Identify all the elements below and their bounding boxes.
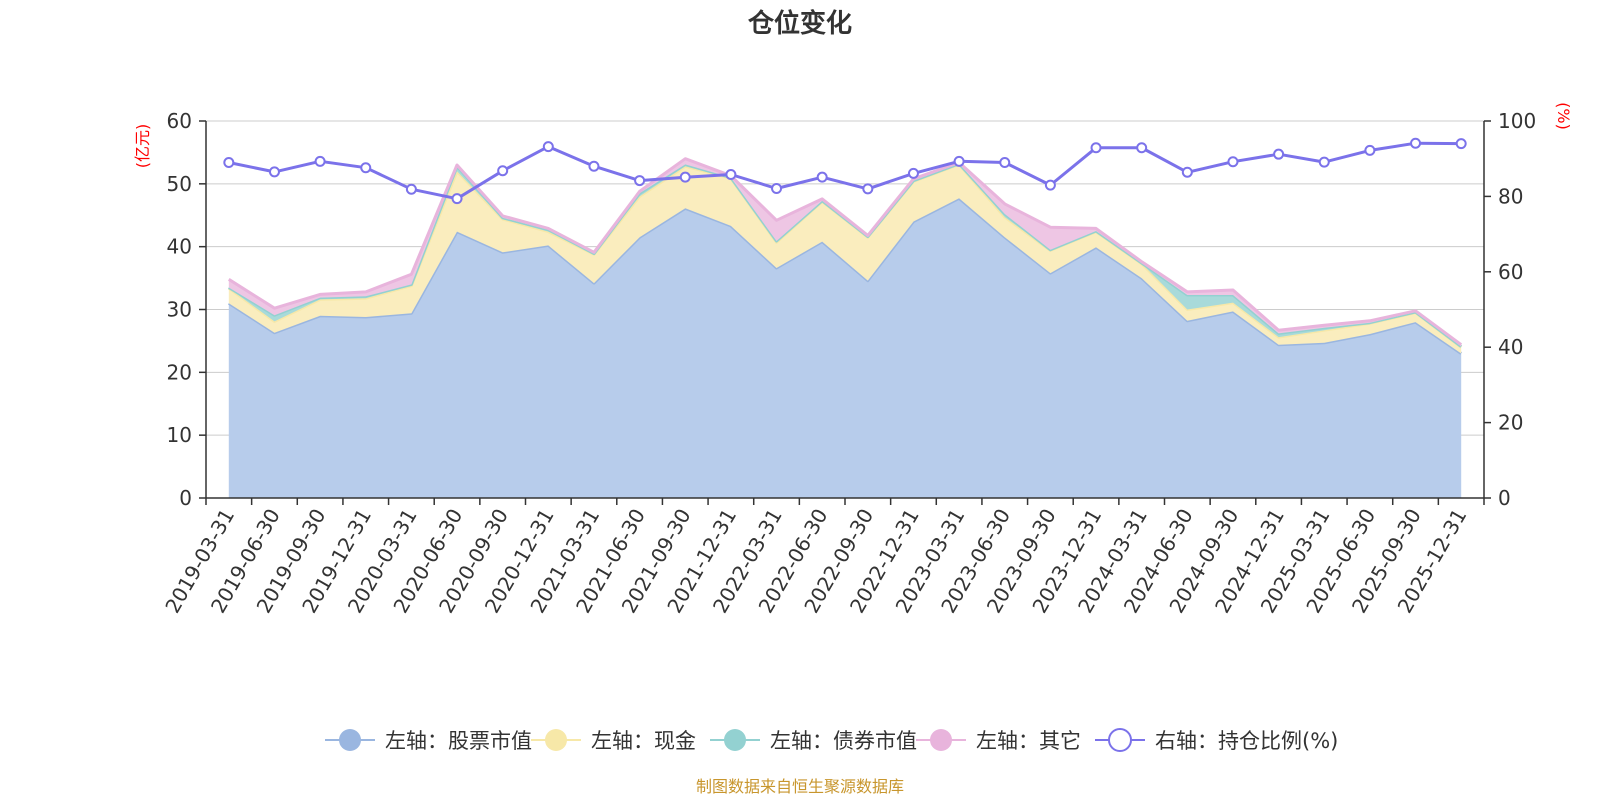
ratio-point-15 — [907, 167, 919, 179]
ratio-point-5 — [451, 193, 463, 205]
legend-marker-4 — [1108, 728, 1132, 752]
ratio-point-25 — [1364, 144, 1376, 156]
ratio-point-8 — [588, 160, 600, 172]
left-tick-label-0: 0 — [179, 486, 192, 510]
legend-item-0: 左轴：股票市值 — [325, 729, 532, 753]
ratio-point-13 — [816, 171, 828, 183]
left-axis-unit: (亿元) — [133, 124, 152, 169]
ratio-point-17 — [999, 156, 1011, 168]
area-edge-series-3 — [227, 157, 1463, 346]
legend-label-3: 左轴：其它 — [976, 729, 1081, 753]
right-tick-label-2: 40 — [1498, 335, 1523, 359]
area-series-1 — [228, 164, 1462, 354]
right-tick-label-5: 100 — [1498, 109, 1536, 133]
ratio-point-6 — [497, 165, 509, 177]
legend-label-0: 左轴：股票市值 — [385, 729, 532, 753]
ratio-point-24 — [1318, 156, 1330, 168]
ratio-point-20 — [1136, 142, 1148, 154]
ratio-point-22 — [1227, 156, 1239, 168]
left-tick-label-5: 50 — [167, 172, 192, 196]
legend: 左轴：股票市值 左轴：现金 左轴：债券市值 左轴：其它 右轴：持仓比例(%) — [325, 728, 1338, 753]
legend-marker-2 — [724, 729, 746, 751]
legend-label-4: 右轴：持仓比例(%) — [1155, 729, 1338, 753]
ratio-point-21 — [1181, 166, 1193, 178]
legend-marker-3 — [930, 729, 952, 751]
ratio-point-7 — [542, 141, 554, 153]
left-tick-label-1: 10 — [167, 423, 192, 447]
ratio-point-14 — [862, 183, 874, 195]
ratio-line-series — [223, 137, 1467, 205]
left-tick-label-3: 30 — [167, 298, 192, 322]
stacked-areas — [227, 157, 1463, 499]
left-tick-label-6: 60 — [167, 109, 192, 133]
legend-label-1: 左轴：现金 — [591, 729, 696, 753]
ratio-point-27 — [1455, 138, 1467, 150]
ratio-point-16 — [953, 155, 965, 167]
legend-label-2: 左轴：债券市值 — [770, 729, 917, 753]
legend-marker-1 — [545, 729, 567, 751]
right-tick-label-4: 80 — [1498, 184, 1523, 208]
left-tick-label-4: 40 — [167, 235, 192, 259]
right-tick-label-0: 0 — [1498, 486, 1511, 510]
right-tick-label-1: 20 — [1498, 411, 1523, 435]
ratio-point-1 — [268, 166, 280, 178]
legend-item-2: 左轴：债券市值 — [710, 729, 917, 753]
legend-item-4: 右轴：持仓比例(%) — [1095, 728, 1338, 753]
chart-title: 仓位变化 — [747, 8, 852, 39]
ratio-point-19 — [1090, 142, 1102, 154]
ratio-point-26 — [1410, 137, 1422, 149]
ratio-point-9 — [634, 175, 646, 187]
right-axis-unit: (%) — [1554, 102, 1573, 130]
area-series-0 — [228, 198, 1462, 499]
ratio-point-18 — [1044, 179, 1056, 191]
source-note: 制图数据来自恒生聚源数据库 — [696, 777, 904, 796]
ratio-point-3 — [360, 162, 372, 174]
left-tick-label-2: 20 — [167, 360, 192, 384]
ratio-point-10 — [679, 171, 691, 183]
ratio-point-2 — [314, 155, 326, 167]
ratio-point-4 — [405, 183, 417, 195]
legend-item-1: 左轴：现金 — [531, 729, 696, 753]
ratio-point-11 — [725, 169, 737, 181]
ratio-point-23 — [1273, 148, 1285, 160]
ratio-line-path — [228, 141, 1462, 201]
legend-item-3: 左轴：其它 — [916, 729, 1081, 753]
right-tick-label-3: 60 — [1498, 260, 1523, 284]
ratio-point-12 — [771, 182, 783, 194]
legend-marker-0 — [339, 729, 361, 751]
ratio-point-0 — [223, 156, 235, 168]
